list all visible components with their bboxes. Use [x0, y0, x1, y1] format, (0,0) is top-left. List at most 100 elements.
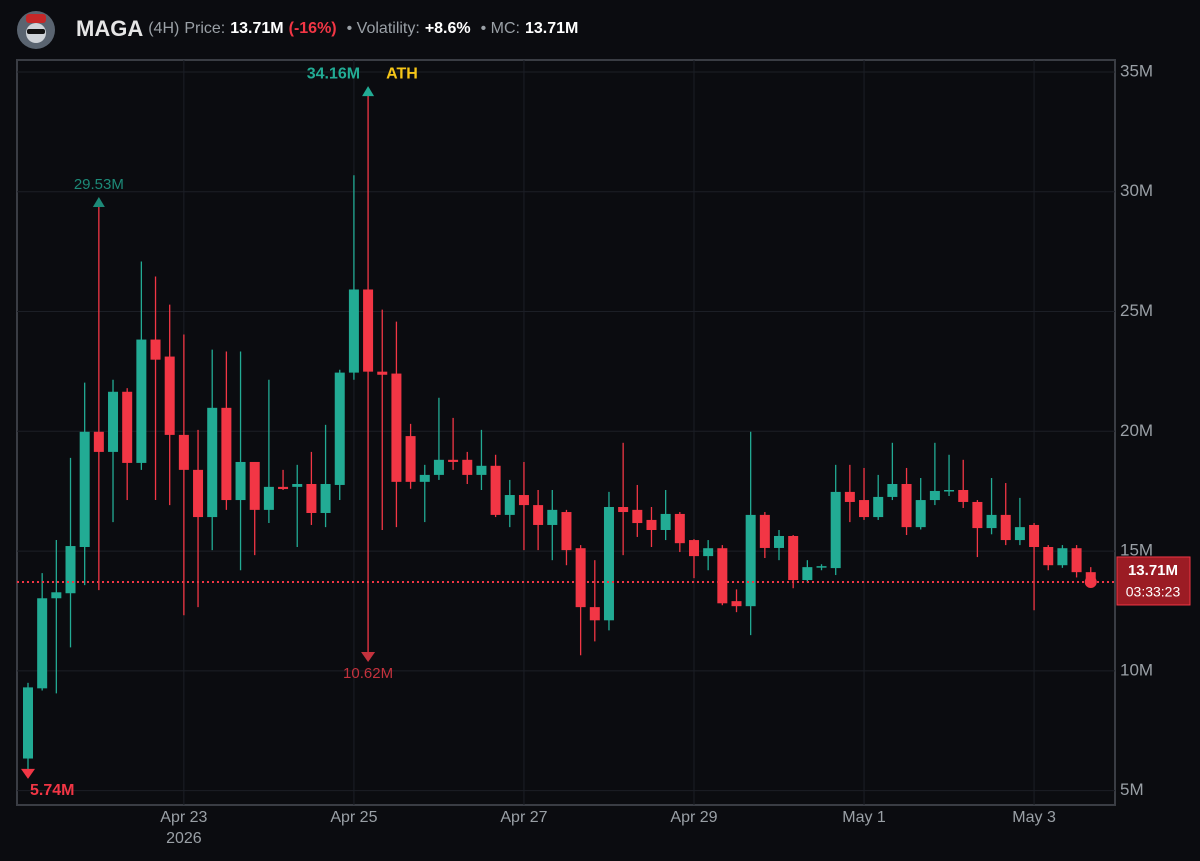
candle-body — [575, 548, 586, 608]
candle-body — [788, 535, 799, 581]
low-label: 10.62M — [343, 665, 393, 682]
low-label: 5.74M — [30, 782, 74, 799]
candle-body — [263, 486, 274, 510]
high-marker — [362, 86, 375, 97]
ath-label: ATH — [386, 65, 418, 82]
candle-body — [618, 507, 629, 513]
candle-body — [448, 459, 459, 462]
candle-body — [462, 459, 473, 475]
candle-body — [518, 495, 529, 506]
current-price-dot — [1084, 575, 1097, 588]
candle-body — [745, 514, 756, 607]
candle-body — [490, 465, 501, 515]
candle-body — [320, 484, 331, 513]
candle-body — [816, 566, 827, 568]
candle-body — [150, 339, 161, 360]
header: MAGA (4H) Price: 13.71M (-16%) • Volatil… — [0, 0, 1200, 58]
candle-body — [929, 490, 940, 501]
candle-body — [504, 495, 515, 515]
candle-body — [1014, 527, 1025, 541]
candle-body — [958, 489, 969, 502]
candle-body — [1029, 524, 1040, 548]
mc: 13.71M — [525, 20, 579, 37]
candle-body — [1057, 548, 1068, 566]
candle-body — [278, 486, 289, 490]
candle-body — [603, 507, 614, 621]
candle-body — [178, 434, 189, 470]
volatility-label: • Volatility: — [346, 20, 420, 37]
candle-body — [759, 514, 770, 548]
low-marker — [361, 652, 376, 662]
y-tick-label: 5M — [1120, 780, 1144, 799]
candle-body — [51, 592, 62, 599]
candle-body — [972, 501, 983, 529]
candle-body — [249, 461, 260, 510]
candle-body — [674, 513, 685, 544]
candle-body — [703, 548, 714, 557]
candle-body — [164, 356, 175, 435]
candle-body — [235, 461, 246, 501]
candle-body — [193, 469, 204, 518]
y-tick-label: 30M — [1120, 181, 1153, 200]
candle-body — [93, 431, 104, 452]
low-marker — [21, 768, 35, 779]
y-tick-label: 20M — [1120, 421, 1153, 440]
candle-body — [646, 519, 657, 530]
candle-body — [944, 489, 955, 492]
change: (-16%) — [288, 20, 337, 37]
token-name: MAGA — [76, 16, 144, 41]
candle-body — [122, 391, 133, 463]
candle-body — [632, 509, 643, 524]
candle-body — [108, 391, 119, 452]
candle-body — [476, 465, 487, 475]
candle-body — [405, 436, 416, 482]
candle-body — [1043, 547, 1054, 566]
candle-body — [23, 687, 33, 759]
candle-body — [873, 496, 884, 518]
y-tick-label: 35M — [1120, 61, 1153, 80]
price-label: Price: — [184, 20, 226, 37]
candle-body — [348, 289, 359, 373]
y-tick-label: 25M — [1120, 301, 1153, 320]
candle-body — [1071, 548, 1082, 573]
y-tick-label: 15M — [1120, 541, 1153, 560]
x-year-label: 2026 — [166, 830, 202, 847]
candle-body — [533, 505, 544, 525]
candle-body — [547, 509, 558, 525]
interval: (4H) — [148, 20, 180, 37]
candle-body — [844, 491, 855, 502]
volatility: +8.6% — [424, 20, 471, 37]
candle-body — [65, 546, 76, 594]
candle-body — [419, 474, 430, 482]
candle-body — [221, 407, 232, 501]
candle-body — [830, 491, 841, 569]
candle-body — [915, 500, 926, 528]
candle-body — [717, 548, 728, 604]
candle-body — [1000, 514, 1011, 541]
candle-body — [37, 598, 48, 689]
price: 13.71M — [230, 20, 284, 37]
candle-body — [292, 484, 303, 487]
candle-body — [660, 513, 671, 530]
candle-body — [334, 372, 345, 485]
y-tick-label: 10M — [1120, 660, 1153, 679]
candle-body — [391, 373, 402, 482]
candle-body — [561, 512, 572, 551]
candle-body — [859, 500, 870, 518]
candle-body — [433, 459, 444, 475]
x-tick-label: Apr 27 — [500, 809, 547, 826]
candle-body — [207, 407, 218, 518]
price-tag — [1116, 556, 1191, 606]
candle-body — [79, 431, 90, 548]
token-icon — [17, 11, 55, 49]
high-marker — [92, 197, 105, 208]
candle-body — [986, 514, 997, 529]
high-label: 29.53M — [74, 176, 124, 193]
candle-body — [731, 601, 742, 607]
candle-body — [802, 567, 813, 581]
candle-body — [363, 289, 374, 372]
candle-body — [774, 535, 785, 548]
candle-body — [136, 339, 147, 463]
plot-frame — [16, 59, 1116, 806]
